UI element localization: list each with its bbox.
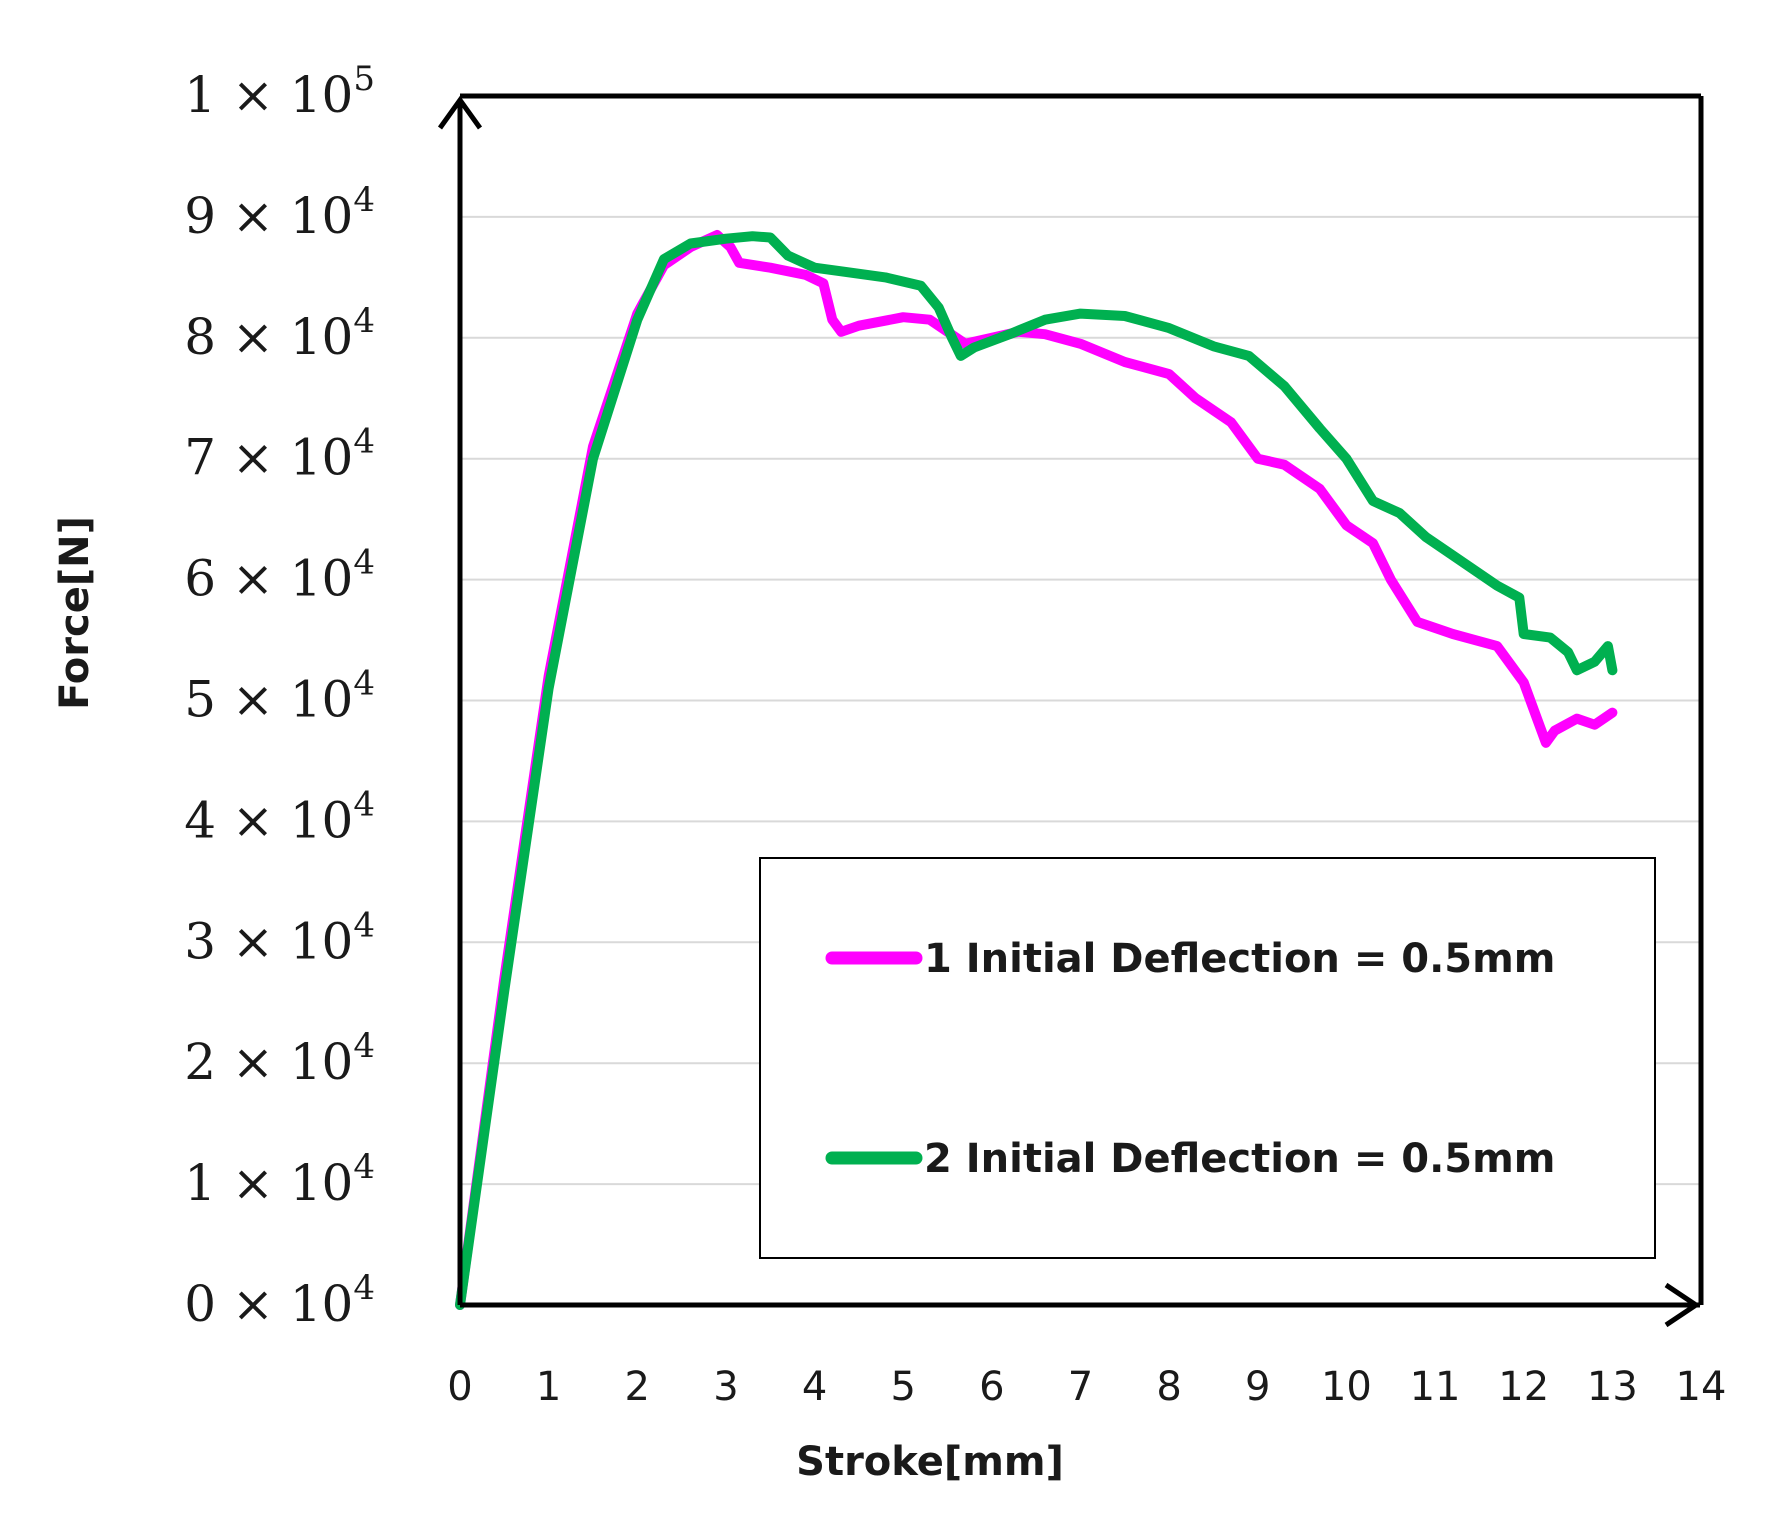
x-tick-label-6: 6	[979, 1364, 1004, 1410]
x-tick-label-12: 12	[1498, 1364, 1549, 1410]
y-tick-label-8: 8 × 104	[184, 301, 375, 366]
y-tick-label-10: 1 × 105	[184, 59, 375, 124]
x-tick-label-3: 3	[713, 1364, 738, 1410]
legend-label-series-1: 1 Initial Deflection = 0.5mm	[924, 936, 1555, 982]
x-tick-label-4: 4	[802, 1364, 827, 1410]
legend-box	[759, 857, 1656, 1259]
x-tick-label-1: 1	[536, 1364, 561, 1410]
x-tick-label-0: 0	[447, 1364, 472, 1410]
x-tick-label-11: 11	[1410, 1364, 1461, 1410]
series-lines	[455, 230, 1618, 1310]
y-tick-label-3: 3 × 104	[184, 905, 375, 970]
y-tick-label-5: 5 × 104	[184, 664, 375, 729]
x-axis-arrowhead	[1664, 1282, 1701, 1328]
y-tick-label-7: 7 × 104	[184, 422, 375, 487]
x-tick-label-13: 13	[1587, 1364, 1638, 1410]
x-tick-label-9: 9	[1245, 1364, 1270, 1410]
legend: 1 Initial Deflection = 0.5mm 2 Initial D…	[759, 857, 1656, 1259]
y-tick-label-6: 6 × 104	[184, 543, 375, 608]
x-tick-label-5: 5	[890, 1364, 915, 1410]
legend-label-series-2: 2 Initial Deflection = 0.5mm	[924, 1136, 1555, 1182]
y-axis-label: Force[N]	[52, 516, 98, 710]
y-tick-label-0: 0 × 104	[184, 1268, 375, 1333]
plot-frame	[437, 93, 1704, 1328]
y-tick-label-1: 1 × 104	[184, 1147, 375, 1212]
x-tick-label-2: 2	[625, 1364, 650, 1410]
x-axis-label: Stroke[mm]	[796, 1439, 1064, 1485]
y-tick-label-9: 9 × 104	[184, 180, 375, 245]
x-tick-label-14: 14	[1676, 1364, 1727, 1410]
y-tick-label-4: 4 × 104	[184, 784, 375, 849]
x-tick-labels: 0 1 2 3 4 5 6 7 8 9 10 11 12 13 14	[447, 1364, 1726, 1410]
y-tick-label-2: 2 × 104	[184, 1026, 375, 1091]
x-tick-label-10: 10	[1321, 1364, 1372, 1410]
x-tick-label-7: 7	[1068, 1364, 1093, 1410]
y-tick-labels: 0 × 104 1 × 104 2 × 104 3 × 104 4 × 104 5 × 1…	[184, 59, 375, 1333]
series-line-2	[455, 231, 1618, 1310]
gridlines	[460, 215, 1701, 1186]
y-axis-arrowhead	[437, 95, 483, 130]
x-tick-label-8: 8	[1156, 1364, 1181, 1410]
